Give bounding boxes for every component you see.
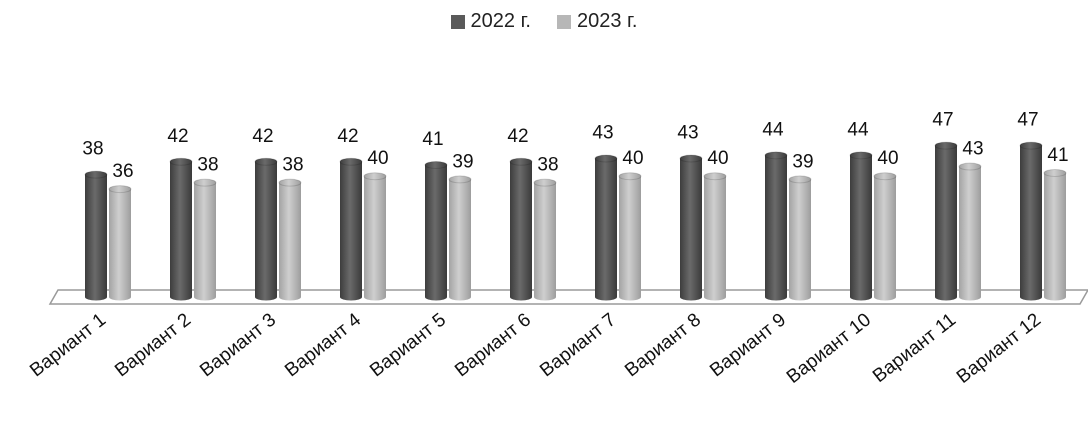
data-label-2023-5: 39 bbox=[452, 151, 473, 172]
data-label-2023-6: 38 bbox=[537, 155, 558, 176]
bar-2022-5 bbox=[424, 160, 448, 301]
bar-2022-2 bbox=[169, 157, 193, 301]
x-tick-label-12: Вариант 12 bbox=[953, 309, 1045, 387]
x-tick-label-2: Вариант 2 bbox=[111, 309, 195, 381]
bar-2023-3 bbox=[278, 178, 302, 301]
bar-2023-6 bbox=[533, 178, 557, 301]
data-label-2023-7: 40 bbox=[622, 148, 643, 169]
bar-2023-4 bbox=[363, 172, 387, 301]
bars-group bbox=[84, 141, 1067, 301]
bar-2022-12 bbox=[1019, 141, 1043, 301]
bar-2022-6 bbox=[509, 157, 533, 301]
data-label-2023-9: 39 bbox=[792, 151, 813, 172]
x-tick-label-7: Вариант 7 bbox=[536, 309, 620, 381]
data-label-2023-4: 40 bbox=[367, 148, 388, 169]
bar-2022-9 bbox=[764, 151, 788, 301]
bar-2023-5 bbox=[448, 175, 472, 301]
legend-label-2023: 2023 г. bbox=[577, 10, 638, 32]
bar-2023-8 bbox=[703, 172, 727, 301]
data-label-2023-1: 36 bbox=[112, 161, 133, 182]
x-tick-label-6: Вариант 6 bbox=[451, 309, 535, 381]
data-label-2023-10: 40 bbox=[877, 148, 898, 169]
data-label-2022-6: 42 bbox=[507, 126, 528, 147]
data-label-2023-11: 43 bbox=[962, 139, 983, 160]
legend-item-2022: 2022 г. bbox=[450, 10, 531, 33]
data-label-2022-1: 38 bbox=[82, 139, 103, 160]
data-label-2023-2: 38 bbox=[197, 155, 218, 176]
legend: 2022 г. 2023 г. bbox=[0, 10, 1088, 33]
x-tick-label-11: Вариант 11 bbox=[869, 309, 960, 387]
data-label-2022-9: 44 bbox=[762, 119, 784, 140]
x-tick-label-3: Вариант 3 bbox=[196, 309, 280, 381]
data-label-2022-12: 47 bbox=[1017, 110, 1038, 131]
x-tick-label-4: Вариант 4 bbox=[281, 309, 365, 381]
legend-label-2022: 2022 г. bbox=[470, 10, 531, 32]
bar-2023-12 bbox=[1043, 168, 1067, 301]
bar-2022-8 bbox=[679, 154, 703, 301]
data-labels-group: 38 36 42 38 42 38 42 40 41 39 42 38 43 40 43 40 44 39 44 40… bbox=[82, 110, 1068, 182]
x-axis-labels-group: Вариант 1 Вариант 2 Вариант 3 Вариант 4 Вари… bbox=[26, 309, 1045, 388]
data-label-2022-2: 42 bbox=[167, 126, 188, 147]
legend-swatch-2023 bbox=[557, 14, 571, 29]
bar-2023-2 bbox=[193, 178, 217, 301]
data-label-2022-8: 43 bbox=[677, 123, 698, 144]
bar-2022-10 bbox=[849, 151, 873, 301]
data-label-2022-10: 44 bbox=[847, 119, 869, 140]
bar-2023-7 bbox=[618, 172, 642, 301]
legend-swatch-2022 bbox=[450, 14, 465, 29]
x-tick-label-10: Вариант 10 bbox=[783, 309, 875, 387]
data-label-2022-7: 43 bbox=[592, 123, 613, 144]
bar-2022-11 bbox=[934, 141, 958, 301]
bar-2022-4 bbox=[339, 157, 363, 301]
chart-floor-plane bbox=[48, 289, 1088, 305]
bar-2022-7 bbox=[594, 154, 618, 301]
data-label-2023-3: 38 bbox=[282, 155, 303, 176]
bar-2023-11 bbox=[958, 162, 982, 301]
data-label-2022-4: 42 bbox=[337, 126, 358, 147]
x-tick-label-9: Вариант 9 bbox=[706, 309, 790, 381]
bar-2023-10 bbox=[873, 172, 897, 301]
bar-2022-1 bbox=[84, 170, 108, 301]
x-tick-label-5: Вариант 5 bbox=[366, 309, 450, 381]
chart-floor bbox=[48, 289, 1088, 305]
bar-2022-3 bbox=[254, 157, 278, 301]
data-label-2022-11: 47 bbox=[932, 110, 953, 131]
bar-2023-1 bbox=[108, 185, 132, 301]
bar-2023-9 bbox=[788, 175, 812, 301]
legend-item-2023: 2023 г. bbox=[557, 10, 637, 33]
x-tick-label-8: Вариант 8 bbox=[621, 309, 705, 381]
data-label-2022-3: 42 bbox=[252, 126, 273, 147]
data-label-2023-12: 41 bbox=[1047, 145, 1068, 166]
data-label-2022-5: 41 bbox=[422, 129, 443, 150]
data-label-2023-8: 40 bbox=[707, 148, 728, 169]
x-tick-label-1: Вариант 1 bbox=[26, 309, 110, 381]
